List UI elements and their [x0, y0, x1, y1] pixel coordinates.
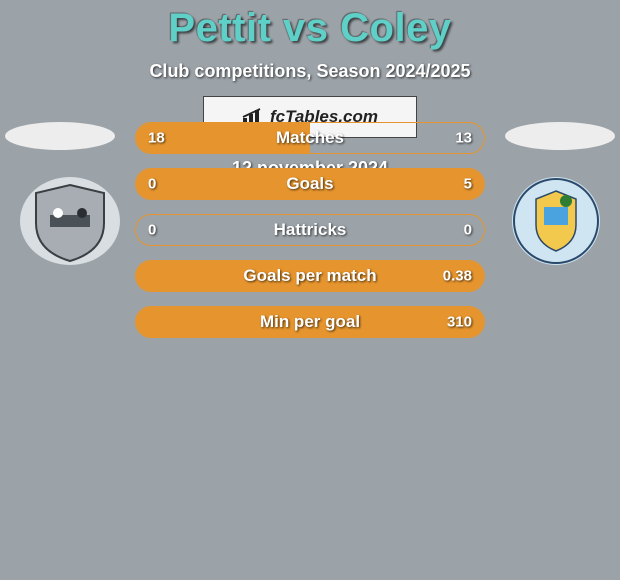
stat-row: Goals per match 0.38: [135, 260, 485, 292]
player-oval-left: [5, 122, 115, 150]
shield-icon: [20, 177, 120, 265]
club-badge-right: [512, 177, 600, 265]
stat-row: 0 Goals 5: [135, 168, 485, 200]
stat-value-left: 18: [148, 130, 165, 147]
stat-row: 0 Hattricks 0: [135, 214, 485, 246]
stat-label: Matches: [276, 128, 344, 148]
player-oval-right: [505, 122, 615, 150]
stat-value-right: 5: [464, 176, 472, 193]
stat-value-left: 0: [148, 176, 156, 193]
stat-label: Min per goal: [260, 312, 360, 332]
stat-row: Min per goal 310: [135, 306, 485, 338]
stat-value-right: 0.38: [443, 268, 472, 285]
stat-value-right: 0: [464, 222, 472, 239]
subtitle: Club competitions, Season 2024/2025: [0, 61, 620, 82]
comparison-card: Pettit vs Coley Club competitions, Seaso…: [0, 0, 620, 580]
stat-label: Goals per match: [243, 266, 376, 286]
stats-panel: 18 Matches 13 0 Goals 5 0 Hattricks 0 Goals per m…: [135, 122, 485, 352]
stat-value-right: 310: [447, 314, 472, 331]
stat-label: Goals: [286, 174, 333, 194]
page-title: Pettit vs Coley: [0, 0, 620, 51]
stat-row: 18 Matches 13: [135, 122, 485, 154]
crest-icon: [512, 177, 600, 265]
stat-value-left: 0: [148, 222, 156, 239]
stat-label: Hattricks: [274, 220, 347, 240]
stat-value-right: 13: [455, 130, 472, 147]
club-badge-left: [20, 177, 120, 265]
